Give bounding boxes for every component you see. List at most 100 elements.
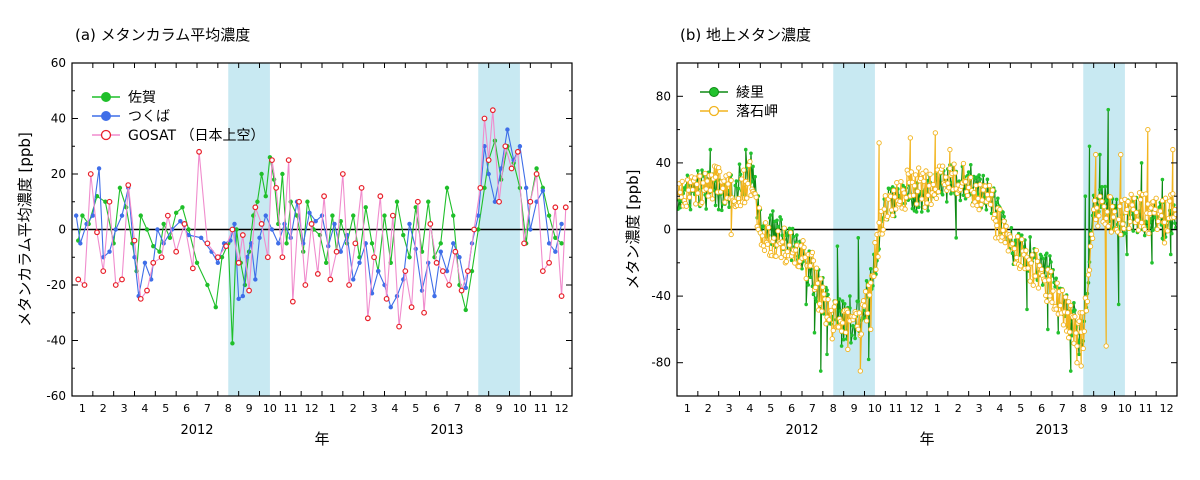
a-point-s2-76 <box>534 199 539 204</box>
b-point-s2-263 <box>939 163 946 169</box>
b-point-s2-496 <box>1170 146 1176 153</box>
a-point-s1-71 <box>482 185 487 191</box>
b-point-s1-320 <box>994 200 999 205</box>
b-point-s2-427 <box>1103 343 1109 349</box>
b-point-s1-60 <box>736 186 741 191</box>
a-point-s1-5 <box>103 199 108 204</box>
b-point-s2-370 <box>1048 268 1054 275</box>
b-point-s2-270 <box>947 146 953 153</box>
b-point-s2-110 <box>786 242 793 248</box>
a-point-s1-7 <box>117 185 123 191</box>
b-point-s1-137 <box>812 330 817 335</box>
b-point-s2-203 <box>879 231 885 237</box>
b-point-s2-32 <box>707 187 713 194</box>
b-point-s2-423 <box>1099 198 1105 205</box>
b-point-s2-286 <box>962 179 969 185</box>
b-point-s2-459 <box>1133 209 1140 216</box>
b-point-s1-433 <box>1103 184 1107 189</box>
b-point-s2-354 <box>1032 273 1038 279</box>
a-point-s1-69 <box>469 268 475 274</box>
a-point-s2-43 <box>332 221 337 227</box>
b-point-s1-13 <box>688 207 693 212</box>
b-point-s1-456 <box>1125 252 1129 257</box>
b-point-s1-164 <box>837 297 842 301</box>
a-point-s1-46 <box>330 213 335 218</box>
b-point-s2-86 <box>762 220 769 226</box>
a-point-s3-57 <box>433 259 440 266</box>
b-point-s2-410 <box>1086 267 1093 273</box>
a-month-label-4: 4 <box>141 402 148 415</box>
a-point-s3-59 <box>446 282 452 288</box>
b-month-label-7: 7 <box>809 402 816 415</box>
b-point-s2-242 <box>919 196 925 202</box>
b-point-s2-429 <box>1104 209 1110 215</box>
b-point-s1-73 <box>749 151 753 156</box>
a-point-s3-77 <box>552 204 559 211</box>
a-point-s3-58 <box>439 268 446 275</box>
a-point-s3-75 <box>539 268 546 275</box>
a-point-s3-8 <box>119 276 125 283</box>
b-point-s2-251 <box>928 201 934 208</box>
b-point-s1-181 <box>853 336 857 341</box>
b-point-s1-178 <box>850 333 854 338</box>
a-point-s2-26 <box>236 296 241 302</box>
b-point-s2-212 <box>888 207 895 213</box>
b-point-s2-312 <box>989 187 996 193</box>
b-point-s2-77 <box>753 194 759 200</box>
b-point-s2-136 <box>813 265 820 271</box>
b-point-s2-183 <box>860 298 867 304</box>
b-point-s2-234 <box>910 192 917 199</box>
b-point-s1-75 <box>751 164 755 169</box>
b-point-s2-102 <box>779 239 785 245</box>
b-point-s1-428 <box>1098 187 1102 192</box>
b-point-s2-69 <box>745 181 751 187</box>
b-point-s1-107 <box>784 233 789 238</box>
b-point-s1-275 <box>949 191 953 196</box>
b-point-s2-140 <box>818 276 824 282</box>
b-point-s2-150 <box>828 307 834 314</box>
b-point-s2-167 <box>845 346 851 353</box>
b-point-s2-189 <box>867 292 873 298</box>
a-point-s3-6 <box>106 198 113 205</box>
a-point-s1-23 <box>219 255 225 260</box>
a-point-s3-72 <box>521 240 527 247</box>
a-point-s3-43 <box>346 282 352 288</box>
b-point-s1-91 <box>767 216 772 220</box>
a-point-s2-73 <box>517 144 523 149</box>
b-point-s1-68 <box>743 147 748 152</box>
a-point-s3-2 <box>81 282 88 288</box>
b-point-s2-266 <box>943 174 949 180</box>
b-point-s2-455 <box>1129 202 1135 208</box>
b-point-s2-350 <box>1028 260 1034 266</box>
a-point-s3-29 <box>264 254 271 261</box>
a-point-s2-57 <box>419 288 425 293</box>
a-panel-title: (a) メタンカラム平均濃度 <box>75 26 250 44</box>
b-point-s2-161 <box>839 320 846 326</box>
b-point-s2-440 <box>1116 216 1122 222</box>
b-point-s2-311 <box>988 191 995 198</box>
a-month-label-22: 10 <box>513 402 527 415</box>
b-point-s2-404 <box>1080 345 1086 352</box>
b-point-s2-483 <box>1157 208 1163 214</box>
a-point-s1-38 <box>284 241 289 246</box>
b-point-s2-45 <box>721 178 727 184</box>
a-point-s2-59 <box>432 293 437 299</box>
b-point-s2-436 <box>1111 209 1118 215</box>
b-point-s2-196 <box>873 266 879 273</box>
b-point-s2-432 <box>1107 194 1113 200</box>
a-point-s3-49 <box>383 295 390 302</box>
b-point-s1-484 <box>1151 228 1155 232</box>
b-point-s2-253 <box>930 181 936 188</box>
a-year-label-2013: 2013 <box>430 423 463 438</box>
b-point-s1-395 <box>1068 369 1073 373</box>
a-point-s1-33 <box>263 194 268 199</box>
b-point-s2-491 <box>1164 228 1171 234</box>
b-point-s2-284 <box>960 160 967 167</box>
a-point-s2-62 <box>451 241 456 246</box>
b-point-s1-307 <box>981 173 986 178</box>
a-series-3 <box>75 107 569 330</box>
b-year-label-2012: 2012 <box>785 423 818 438</box>
a-point-s3-3 <box>87 171 94 177</box>
a-point-s1-15 <box>161 221 166 227</box>
